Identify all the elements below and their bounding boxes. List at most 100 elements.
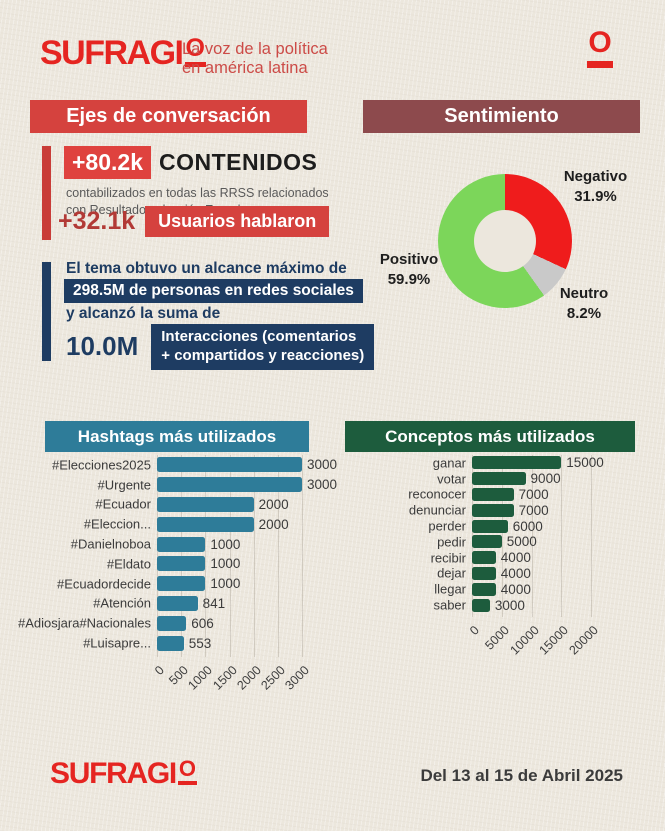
tagline-line-2: en américa latina <box>182 59 308 78</box>
bar <box>472 535 502 549</box>
bar-row: perder 6000 <box>348 518 653 534</box>
value-label: 15000 <box>566 455 604 471</box>
gridline <box>157 455 158 657</box>
conceptos-bar-chart: ganar 15000 votar 9000 reconocer 7000 denuncia… <box>348 455 653 668</box>
contenidos-caption-line-1: contabilizados en todas las RRSS relacio… <box>66 186 329 200</box>
bar-row: ganar 15000 <box>348 455 653 471</box>
hashtags-bar-chart: #Elecciones2025 3000 #Urgente 3000 #Ecuador 2… <box>18 455 337 708</box>
interacciones-label-line-2: + compartidos y reacciones) <box>161 346 365 364</box>
gridline <box>253 455 255 657</box>
bar <box>157 457 302 473</box>
footer-logo-text: SUFRAGI <box>50 757 177 790</box>
sufragio-logo: SUFRAGI O <box>40 36 206 70</box>
bar-row: #Luisapre... 553 <box>28 633 333 653</box>
value-label: 9000 <box>530 471 561 487</box>
value-label: 841 <box>202 595 226 611</box>
category-label: #Atención <box>93 595 151 611</box>
sentimiento-banner: Sentimiento <box>363 100 640 133</box>
usuarios-label-badge: Usuarios hablaron <box>145 206 330 237</box>
donut-label-negativo: Negativo 31.9% <box>563 168 628 205</box>
bar <box>157 576 206 592</box>
tagline-line-1: La voz de la política <box>182 40 328 58</box>
category-label: dejar <box>437 565 466 581</box>
value-label: 4000 <box>500 565 531 581</box>
interacciones-label-line-1: Interacciones (comentarios <box>161 328 357 345</box>
donut-hole <box>474 210 536 272</box>
bar <box>472 566 496 580</box>
category-label: reconocer <box>408 486 466 502</box>
hashtags-banner: Hashtags más utilizados <box>45 421 309 452</box>
value-label: 3000 <box>307 457 338 473</box>
bar <box>157 536 206 552</box>
tagline: La voz de la política en américa latina <box>182 40 328 79</box>
bar-row: #Elecciones2025 3000 <box>28 455 337 475</box>
gridline <box>561 455 563 617</box>
donut-label-positivo: Positivo 59.9% <box>379 251 439 288</box>
bar <box>472 519 508 533</box>
value-label: 1000 <box>210 556 241 572</box>
bar-row: #Urgente 3000 <box>28 475 337 495</box>
value-label: 1000 <box>210 576 241 592</box>
gridline <box>302 455 303 657</box>
alcance-line-1: El tema obtuvo un alcance máximo de <box>66 260 347 277</box>
value-label: 3000 <box>307 477 338 493</box>
category-label: saber <box>433 597 466 613</box>
category-label: denunciar <box>408 502 466 518</box>
ejes-banner: Ejes de conversación <box>30 100 307 133</box>
bar-row: votar 9000 <box>348 471 653 487</box>
usuarios-value: +32.1k <box>58 207 136 235</box>
usuarios-row: +32.1k Usuarios hablaron <box>58 206 330 237</box>
category-label: #Ecuadordecide <box>57 576 151 592</box>
bar <box>157 615 187 631</box>
isotype-o: O <box>588 26 612 59</box>
bar-row: recibir 4000 <box>348 550 653 566</box>
bar-row: denunciar 7000 <box>348 502 653 518</box>
bar-row: #Danielnoboa 1000 <box>28 534 333 554</box>
interacciones-value: 10.0M <box>66 331 139 362</box>
value-label: 606 <box>191 615 214 631</box>
interacciones-row: 10.0M Interacciones (comentarios + compa… <box>66 324 375 370</box>
category-label: #Urgente <box>97 477 151 493</box>
category-label: perder <box>428 518 466 534</box>
category-label: pedir <box>437 534 466 550</box>
category-label: #Luisapre... <box>83 635 151 651</box>
bar <box>157 635 184 651</box>
contenidos-row: +80.2k CONTENIDOS <box>64 146 317 179</box>
value-label: 4000 <box>500 581 531 597</box>
bar <box>472 487 514 501</box>
reach-badge: 298.5M de personas en redes sociales <box>64 279 363 303</box>
category-label: #Adiosjara#Nacionales <box>18 615 151 631</box>
category-label: #Ecuador <box>95 496 151 512</box>
category-label: #Eldato <box>106 556 151 572</box>
navy-accent-bar <box>42 262 51 361</box>
isotype-underline <box>587 61 613 68</box>
footer-sufragio-logo: SUFRAGI O <box>50 757 198 790</box>
bar-row: saber 3000 <box>348 597 653 613</box>
bar <box>157 595 198 611</box>
category-label: recibir <box>430 550 466 566</box>
gridline <box>591 455 592 617</box>
footer-logo-o-mark: O <box>177 758 198 785</box>
bar-row: #Ecuador 2000 <box>28 495 333 515</box>
bar <box>472 456 562 470</box>
gridline <box>205 455 207 657</box>
reach-value: 298.5M <box>73 282 125 299</box>
value-label: 3000 <box>494 597 525 613</box>
value-label: 7000 <box>518 502 549 518</box>
value-label: 6000 <box>512 518 543 534</box>
gridline <box>277 455 279 657</box>
bar <box>157 516 254 532</box>
alcance-line-2: y alcanzó la suma de <box>66 305 221 322</box>
bar-row: #Adiosjara#Nacionales 606 <box>18 613 333 633</box>
bar-row: #Atención 841 <box>28 594 333 614</box>
bar-row: dejar 4000 <box>348 566 653 582</box>
bar <box>472 472 526 486</box>
category-label: #Elecciones2025 <box>51 457 151 473</box>
bar-row: #Ecuadordecide 1000 <box>28 574 333 594</box>
value-label: 5000 <box>506 534 537 550</box>
sentiment-donut-chart <box>438 174 572 308</box>
value-label: 1000 <box>210 536 241 552</box>
bar <box>472 551 496 565</box>
category-label: ganar <box>432 455 466 471</box>
